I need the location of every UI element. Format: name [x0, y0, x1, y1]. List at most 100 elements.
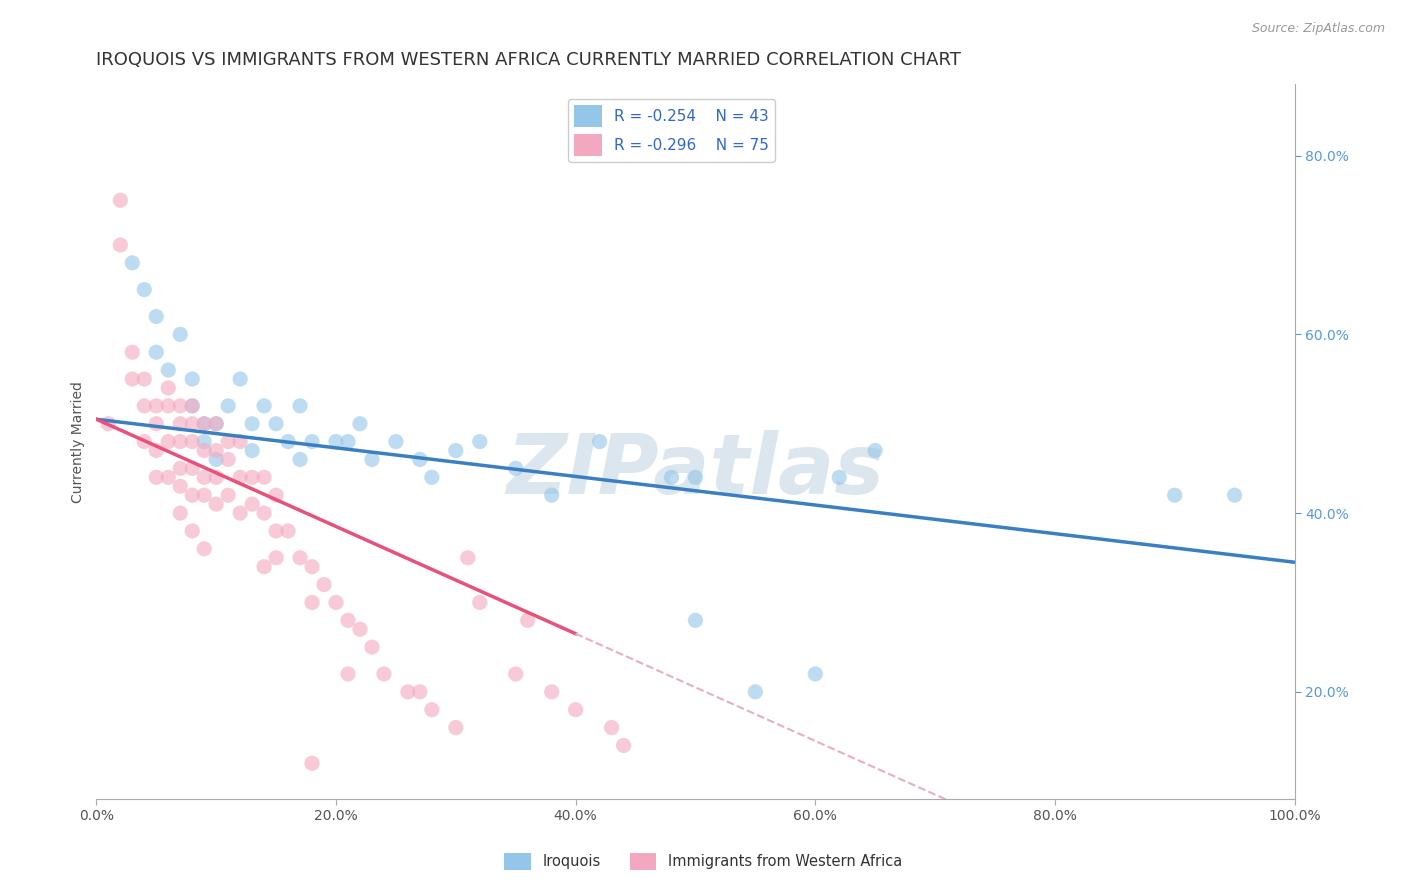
Point	[540, 685, 562, 699]
Point	[193, 434, 215, 449]
Point	[253, 559, 276, 574]
Text: ZIPatlas: ZIPatlas	[506, 430, 884, 511]
Point	[121, 345, 143, 359]
Point	[229, 434, 252, 449]
Point	[157, 363, 180, 377]
Point	[288, 452, 311, 467]
Point	[325, 434, 347, 449]
Point	[229, 506, 252, 520]
Point	[361, 640, 384, 654]
Point	[264, 417, 287, 431]
Point	[336, 434, 359, 449]
Point	[134, 372, 156, 386]
Point	[863, 443, 886, 458]
Point	[301, 559, 323, 574]
Point	[157, 399, 180, 413]
Point	[600, 721, 623, 735]
Point	[385, 434, 408, 449]
Point	[349, 622, 371, 636]
Text: IROQUOIS VS IMMIGRANTS FROM WESTERN AFRICA CURRENTLY MARRIED CORRELATION CHART: IROQUOIS VS IMMIGRANTS FROM WESTERN AFRI…	[97, 51, 962, 69]
Point	[217, 399, 239, 413]
Point	[181, 461, 204, 475]
Point	[169, 506, 191, 520]
Point	[169, 327, 191, 342]
Point	[193, 443, 215, 458]
Point	[110, 238, 132, 252]
Point	[505, 667, 527, 681]
Point	[110, 194, 132, 208]
Point	[361, 452, 384, 467]
Point	[97, 417, 120, 431]
Point	[181, 434, 204, 449]
Point	[205, 470, 228, 484]
Point	[240, 470, 263, 484]
Point	[205, 497, 228, 511]
Point	[169, 399, 191, 413]
Point	[193, 488, 215, 502]
Point	[288, 550, 311, 565]
Legend: Iroquois, Immigrants from Western Africa: Iroquois, Immigrants from Western Africa	[498, 847, 908, 876]
Point	[205, 417, 228, 431]
Point	[181, 488, 204, 502]
Point	[205, 417, 228, 431]
Point	[301, 434, 323, 449]
Point	[744, 685, 766, 699]
Y-axis label: Currently Married: Currently Married	[72, 381, 86, 502]
Point	[564, 703, 586, 717]
Point	[240, 443, 263, 458]
Point	[145, 470, 167, 484]
Point	[409, 685, 432, 699]
Point	[121, 256, 143, 270]
Point	[336, 613, 359, 627]
Point	[396, 685, 419, 699]
Point	[193, 470, 215, 484]
Point	[325, 595, 347, 609]
Point	[181, 417, 204, 431]
Point	[685, 613, 707, 627]
Point	[288, 399, 311, 413]
Point	[685, 470, 707, 484]
Point	[145, 399, 167, 413]
Point	[1163, 488, 1185, 502]
Point	[169, 417, 191, 431]
Point	[588, 434, 610, 449]
Point	[277, 434, 299, 449]
Point	[169, 461, 191, 475]
Point	[661, 470, 683, 484]
Point	[240, 417, 263, 431]
Point	[229, 470, 252, 484]
Point	[253, 506, 276, 520]
Point	[516, 613, 538, 627]
Point	[1223, 488, 1246, 502]
Point	[121, 372, 143, 386]
Point	[145, 417, 167, 431]
Point	[444, 721, 467, 735]
Point	[277, 524, 299, 538]
Text: Source: ZipAtlas.com: Source: ZipAtlas.com	[1251, 22, 1385, 36]
Point	[612, 739, 634, 753]
Point	[145, 310, 167, 324]
Point	[217, 452, 239, 467]
Point	[253, 470, 276, 484]
Point	[409, 452, 432, 467]
Point	[145, 345, 167, 359]
Point	[205, 452, 228, 467]
Legend: R = -0.254    N = 43, R = -0.296    N = 75: R = -0.254 N = 43, R = -0.296 N = 75	[568, 99, 775, 162]
Point	[468, 595, 491, 609]
Point	[229, 372, 252, 386]
Point	[804, 667, 827, 681]
Point	[336, 667, 359, 681]
Point	[828, 470, 851, 484]
Point	[253, 399, 276, 413]
Point	[193, 417, 215, 431]
Point	[169, 479, 191, 493]
Point	[505, 461, 527, 475]
Point	[205, 443, 228, 458]
Point	[264, 550, 287, 565]
Point	[264, 488, 287, 502]
Point	[301, 595, 323, 609]
Point	[457, 550, 479, 565]
Point	[157, 470, 180, 484]
Point	[181, 524, 204, 538]
Point	[134, 283, 156, 297]
